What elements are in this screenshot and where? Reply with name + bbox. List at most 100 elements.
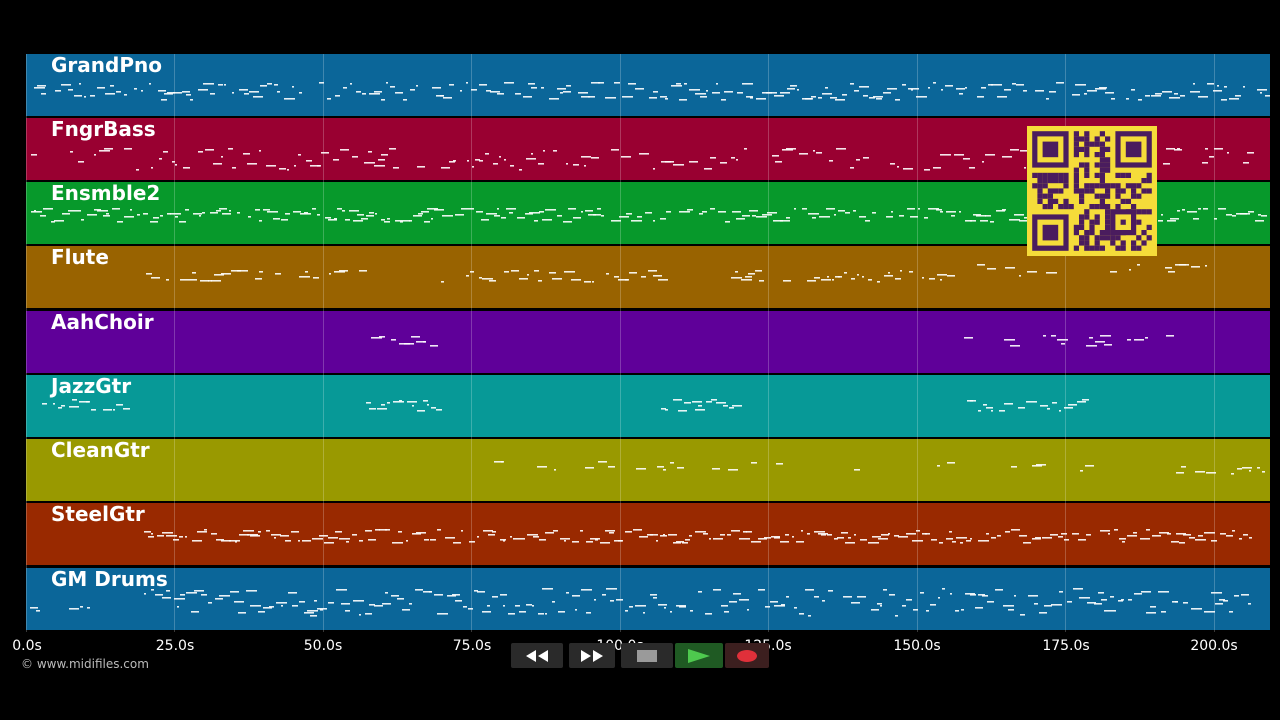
- note-mark: [1049, 91, 1056, 93]
- note-mark: [1237, 468, 1242, 470]
- note-mark: [1181, 466, 1186, 468]
- note-mark: [1133, 532, 1137, 534]
- note-mark: [62, 213, 70, 215]
- note-mark: [814, 277, 820, 279]
- note-pattern: [42, 399, 1089, 412]
- note-mark: [91, 409, 96, 411]
- note-mark: [805, 98, 813, 100]
- note-mark: [980, 220, 988, 222]
- note-mark: [312, 208, 316, 210]
- note-mark: [881, 534, 889, 536]
- note-mark: [900, 270, 902, 272]
- note-mark: [940, 154, 951, 156]
- note-mark: [749, 210, 758, 212]
- note-mark: [826, 208, 835, 210]
- note-mark: [317, 165, 321, 167]
- gridline: [917, 54, 918, 632]
- note-mark: [1161, 611, 1166, 613]
- note-mark: [1167, 220, 1176, 222]
- note-mark: [590, 538, 600, 540]
- note-mark: [500, 539, 506, 541]
- note-mark: [591, 82, 600, 84]
- note-mark: [1191, 608, 1202, 610]
- note-mark: [352, 156, 358, 158]
- note-mark: [1075, 84, 1086, 86]
- note-mark: [835, 276, 840, 278]
- track-lane[interactable]: AahChoir: [26, 311, 1270, 373]
- track-lane[interactable]: JazzGtr: [26, 375, 1270, 437]
- note-mark: [1084, 93, 1087, 95]
- track-lane[interactable]: GM Drums: [26, 568, 1270, 630]
- note-mark: [698, 591, 702, 593]
- note-mark: [549, 272, 556, 274]
- note-mark: [764, 537, 771, 539]
- note-mark: [838, 210, 845, 212]
- note-mark: [1134, 339, 1144, 341]
- note-mark: [1151, 95, 1161, 97]
- note-mark: [116, 91, 121, 93]
- note-mark: [1189, 537, 1195, 539]
- note-mark: [468, 608, 473, 610]
- note-mark: [618, 279, 628, 281]
- note-mark: [964, 337, 973, 339]
- note-mark: [255, 278, 262, 280]
- note-mark: [1152, 535, 1161, 537]
- note-mark: [695, 409, 705, 411]
- note-mark: [739, 538, 750, 540]
- note-mark: [68, 89, 73, 91]
- note-mark: [605, 97, 616, 99]
- note-mark: [255, 209, 260, 211]
- note-mark: [938, 597, 940, 599]
- note-mark: [848, 537, 851, 539]
- note-mark: [660, 535, 667, 537]
- note-mark: [493, 163, 498, 165]
- note-mark: [584, 165, 586, 167]
- note-mark: [369, 408, 376, 410]
- track-lane[interactable]: CleanGtr: [26, 439, 1270, 501]
- note-mark: [756, 216, 767, 218]
- note-mark: [1086, 534, 1091, 536]
- note-mark: [785, 534, 789, 536]
- play-button[interactable]: [675, 643, 723, 668]
- track-lane[interactable]: Flute: [26, 246, 1270, 308]
- note-mark: [552, 278, 562, 280]
- note-mark: [1221, 99, 1227, 101]
- note-mark: [916, 530, 920, 532]
- fast-forward-button[interactable]: [569, 643, 615, 668]
- note-mark: [61, 84, 71, 86]
- note-mark: [366, 402, 371, 404]
- note-mark: [557, 215, 562, 217]
- record-button[interactable]: [725, 643, 769, 668]
- copyright-text: © www.midifiles.com: [21, 657, 149, 671]
- note-mark: [192, 272, 196, 274]
- note-mark: [273, 218, 280, 220]
- note-mark: [857, 274, 859, 276]
- note-mark: [452, 594, 460, 596]
- note-mark: [981, 87, 986, 89]
- note-mark: [621, 156, 631, 158]
- note-mark: [144, 593, 146, 595]
- note-mark: [412, 533, 421, 535]
- track-lane[interactable]: GrandPno: [26, 54, 1270, 116]
- note-mark: [845, 542, 855, 544]
- note-mark: [317, 608, 327, 610]
- note-mark: [153, 217, 159, 219]
- note-mark: [650, 534, 658, 536]
- stop-button[interactable]: [621, 643, 673, 668]
- note-mark: [687, 209, 693, 211]
- note-mark: [834, 538, 838, 540]
- note-mark: [598, 82, 604, 84]
- note-mark: [221, 540, 231, 542]
- note-mark: [1218, 208, 1226, 210]
- note-mark: [898, 536, 908, 538]
- note-mark: [736, 218, 745, 220]
- note-mark: [1105, 92, 1114, 94]
- note-mark: [936, 209, 942, 211]
- rewind-button[interactable]: [511, 643, 563, 668]
- track-lane[interactable]: SteelGtr: [26, 503, 1270, 565]
- note-mark: [200, 280, 209, 282]
- note-mark: [201, 594, 207, 596]
- note-mark: [74, 95, 82, 97]
- note-mark: [813, 150, 815, 152]
- note-mark: [239, 534, 249, 536]
